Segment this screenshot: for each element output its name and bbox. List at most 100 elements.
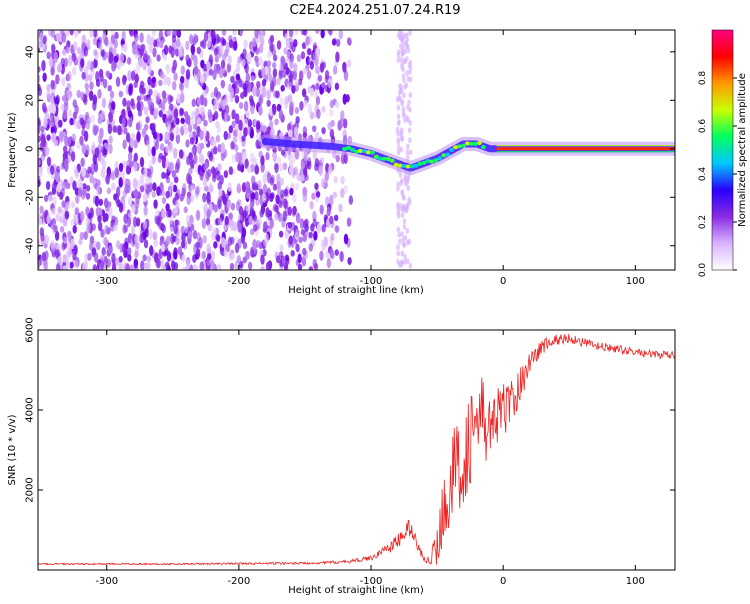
noise-cell	[396, 104, 401, 111]
noise-cell	[207, 223, 213, 232]
noise-cell	[203, 203, 208, 214]
noise-cell	[130, 70, 136, 82]
spectrogram-x-label: Height of straight line (km)	[288, 285, 424, 296]
noise-cell	[108, 112, 114, 123]
noise-cell	[223, 111, 229, 120]
ridge-blob	[354, 149, 359, 154]
noise-cell	[269, 34, 275, 44]
noise-cell	[247, 261, 253, 270]
noise-cell	[192, 33, 198, 45]
noise-cell	[57, 62, 63, 73]
noise-cell	[287, 94, 293, 104]
noise-cell	[213, 86, 219, 98]
noise-cell	[86, 60, 92, 70]
noise-cell	[260, 162, 265, 173]
noise-cell	[114, 257, 120, 266]
noise-cell	[129, 30, 134, 37]
noise-cell	[211, 30, 216, 40]
noise-cell	[105, 70, 110, 78]
noise-cell	[221, 237, 226, 248]
noise-cell	[169, 161, 174, 170]
noise-cell	[347, 59, 352, 68]
noise-cell	[242, 83, 247, 90]
noise-cell	[151, 76, 157, 84]
noise-cell	[173, 72, 178, 81]
noise-cell	[206, 258, 211, 266]
noise-cell	[165, 261, 170, 269]
noise-cell	[85, 185, 91, 192]
noise-cell	[398, 171, 403, 178]
noise-cell	[56, 183, 62, 193]
noise-cell	[314, 65, 320, 74]
noise-cell	[293, 126, 299, 138]
noise-cell	[231, 120, 236, 129]
spectrogram-y-axis: 40 20 0 -20 -40	[25, 45, 675, 254]
noise-cell	[175, 117, 180, 125]
spectrogram-noise-cells	[38, 30, 413, 270]
noise-cell	[227, 55, 232, 65]
noise-cell	[113, 39, 118, 49]
noise-cell	[274, 163, 279, 174]
noise-cell	[283, 264, 289, 270]
noise-cell	[138, 57, 143, 68]
noise-cell	[263, 221, 268, 232]
noise-cell	[287, 129, 293, 138]
noise-cell	[332, 65, 338, 75]
noise-cell	[107, 84, 112, 92]
noise-cell	[93, 57, 98, 69]
noise-cell	[231, 154, 237, 163]
noise-cell	[180, 240, 186, 249]
noise-cell	[396, 258, 400, 265]
noise-cell	[67, 231, 72, 243]
noise-cell	[108, 143, 113, 155]
noise-cell	[101, 145, 106, 156]
noise-cell	[130, 225, 136, 235]
noise-cell	[64, 101, 69, 112]
ridge-blob	[405, 164, 411, 169]
noise-cell	[208, 181, 214, 193]
noise-cell	[288, 235, 294, 246]
noise-cell	[85, 192, 91, 200]
noise-cell	[213, 98, 218, 107]
noise-cell	[80, 157, 85, 168]
noise-cell	[257, 179, 262, 190]
noise-cell	[258, 150, 263, 158]
noise-cell	[261, 30, 266, 37]
noise-cell	[334, 225, 340, 233]
noise-cell	[164, 238, 169, 251]
noise-cell	[313, 262, 319, 270]
noise-cell	[213, 241, 218, 249]
noise-cell	[58, 119, 63, 128]
noise-cell	[111, 215, 116, 224]
noise-cell	[136, 130, 141, 141]
noise-cell	[343, 233, 349, 245]
noise-cell	[192, 230, 198, 240]
noise-cell	[62, 145, 68, 153]
noise-cell	[73, 244, 78, 255]
noise-cell	[298, 70, 304, 82]
noise-cell	[279, 244, 284, 252]
noise-cell	[242, 210, 247, 222]
noise-cell	[348, 195, 354, 205]
noise-cell	[407, 196, 411, 203]
noise-cell	[112, 224, 118, 231]
noise-cell	[92, 94, 98, 105]
noise-cell	[42, 72, 47, 82]
noise-cell	[38, 73, 41, 85]
noise-cell	[86, 38, 91, 49]
noise-cell	[255, 240, 261, 248]
noise-cell	[44, 112, 50, 120]
noise-cell	[63, 57, 69, 68]
noise-cell	[43, 260, 48, 270]
noise-cell	[136, 95, 142, 103]
noise-cell	[339, 251, 344, 262]
noise-cell	[404, 39, 408, 46]
noise-cell	[215, 134, 221, 143]
noise-cell	[396, 57, 401, 64]
noise-cell	[89, 90, 94, 102]
noise-cell	[256, 120, 261, 130]
noise-cell	[281, 255, 286, 264]
noise-cell	[346, 37, 352, 45]
noise-cell	[102, 32, 107, 41]
noise-cell	[92, 30, 98, 38]
